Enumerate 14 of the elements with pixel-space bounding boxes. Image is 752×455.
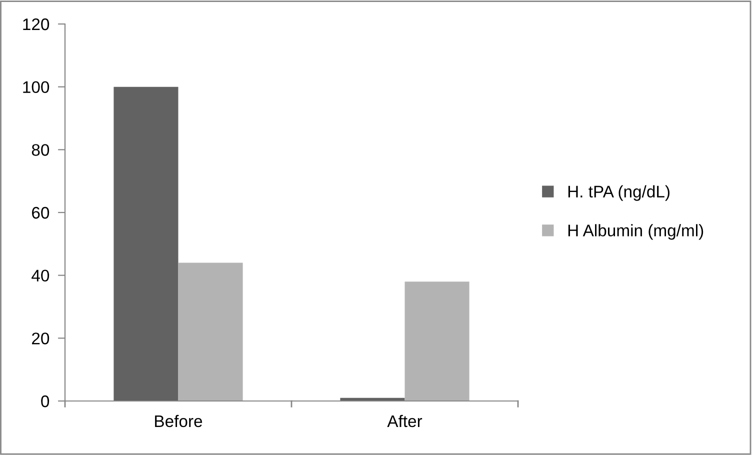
y-tick-label: 60 xyxy=(32,206,50,219)
x-tick-label: After xyxy=(387,414,422,428)
bar xyxy=(404,282,470,401)
legend-label: H. tPA (ng/dL) xyxy=(568,185,670,201)
bar xyxy=(178,262,243,401)
bar xyxy=(114,86,178,401)
y-tick-label: 120 xyxy=(23,18,50,30)
x-tick-label: Before xyxy=(155,414,202,428)
legend-label: H Albumin (mg/ml) xyxy=(568,224,704,240)
y-tick-label: 20 xyxy=(32,332,50,344)
y-tick-label: 40 xyxy=(32,270,50,282)
y-tick-label: 80 xyxy=(32,144,50,156)
y-tick-label: 0 xyxy=(41,395,50,408)
y-tick-label: 100 xyxy=(23,81,50,94)
